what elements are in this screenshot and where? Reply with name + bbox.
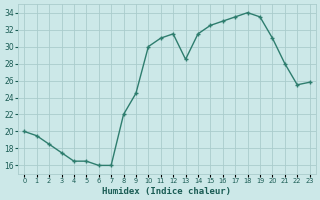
X-axis label: Humidex (Indice chaleur): Humidex (Indice chaleur) xyxy=(102,187,231,196)
